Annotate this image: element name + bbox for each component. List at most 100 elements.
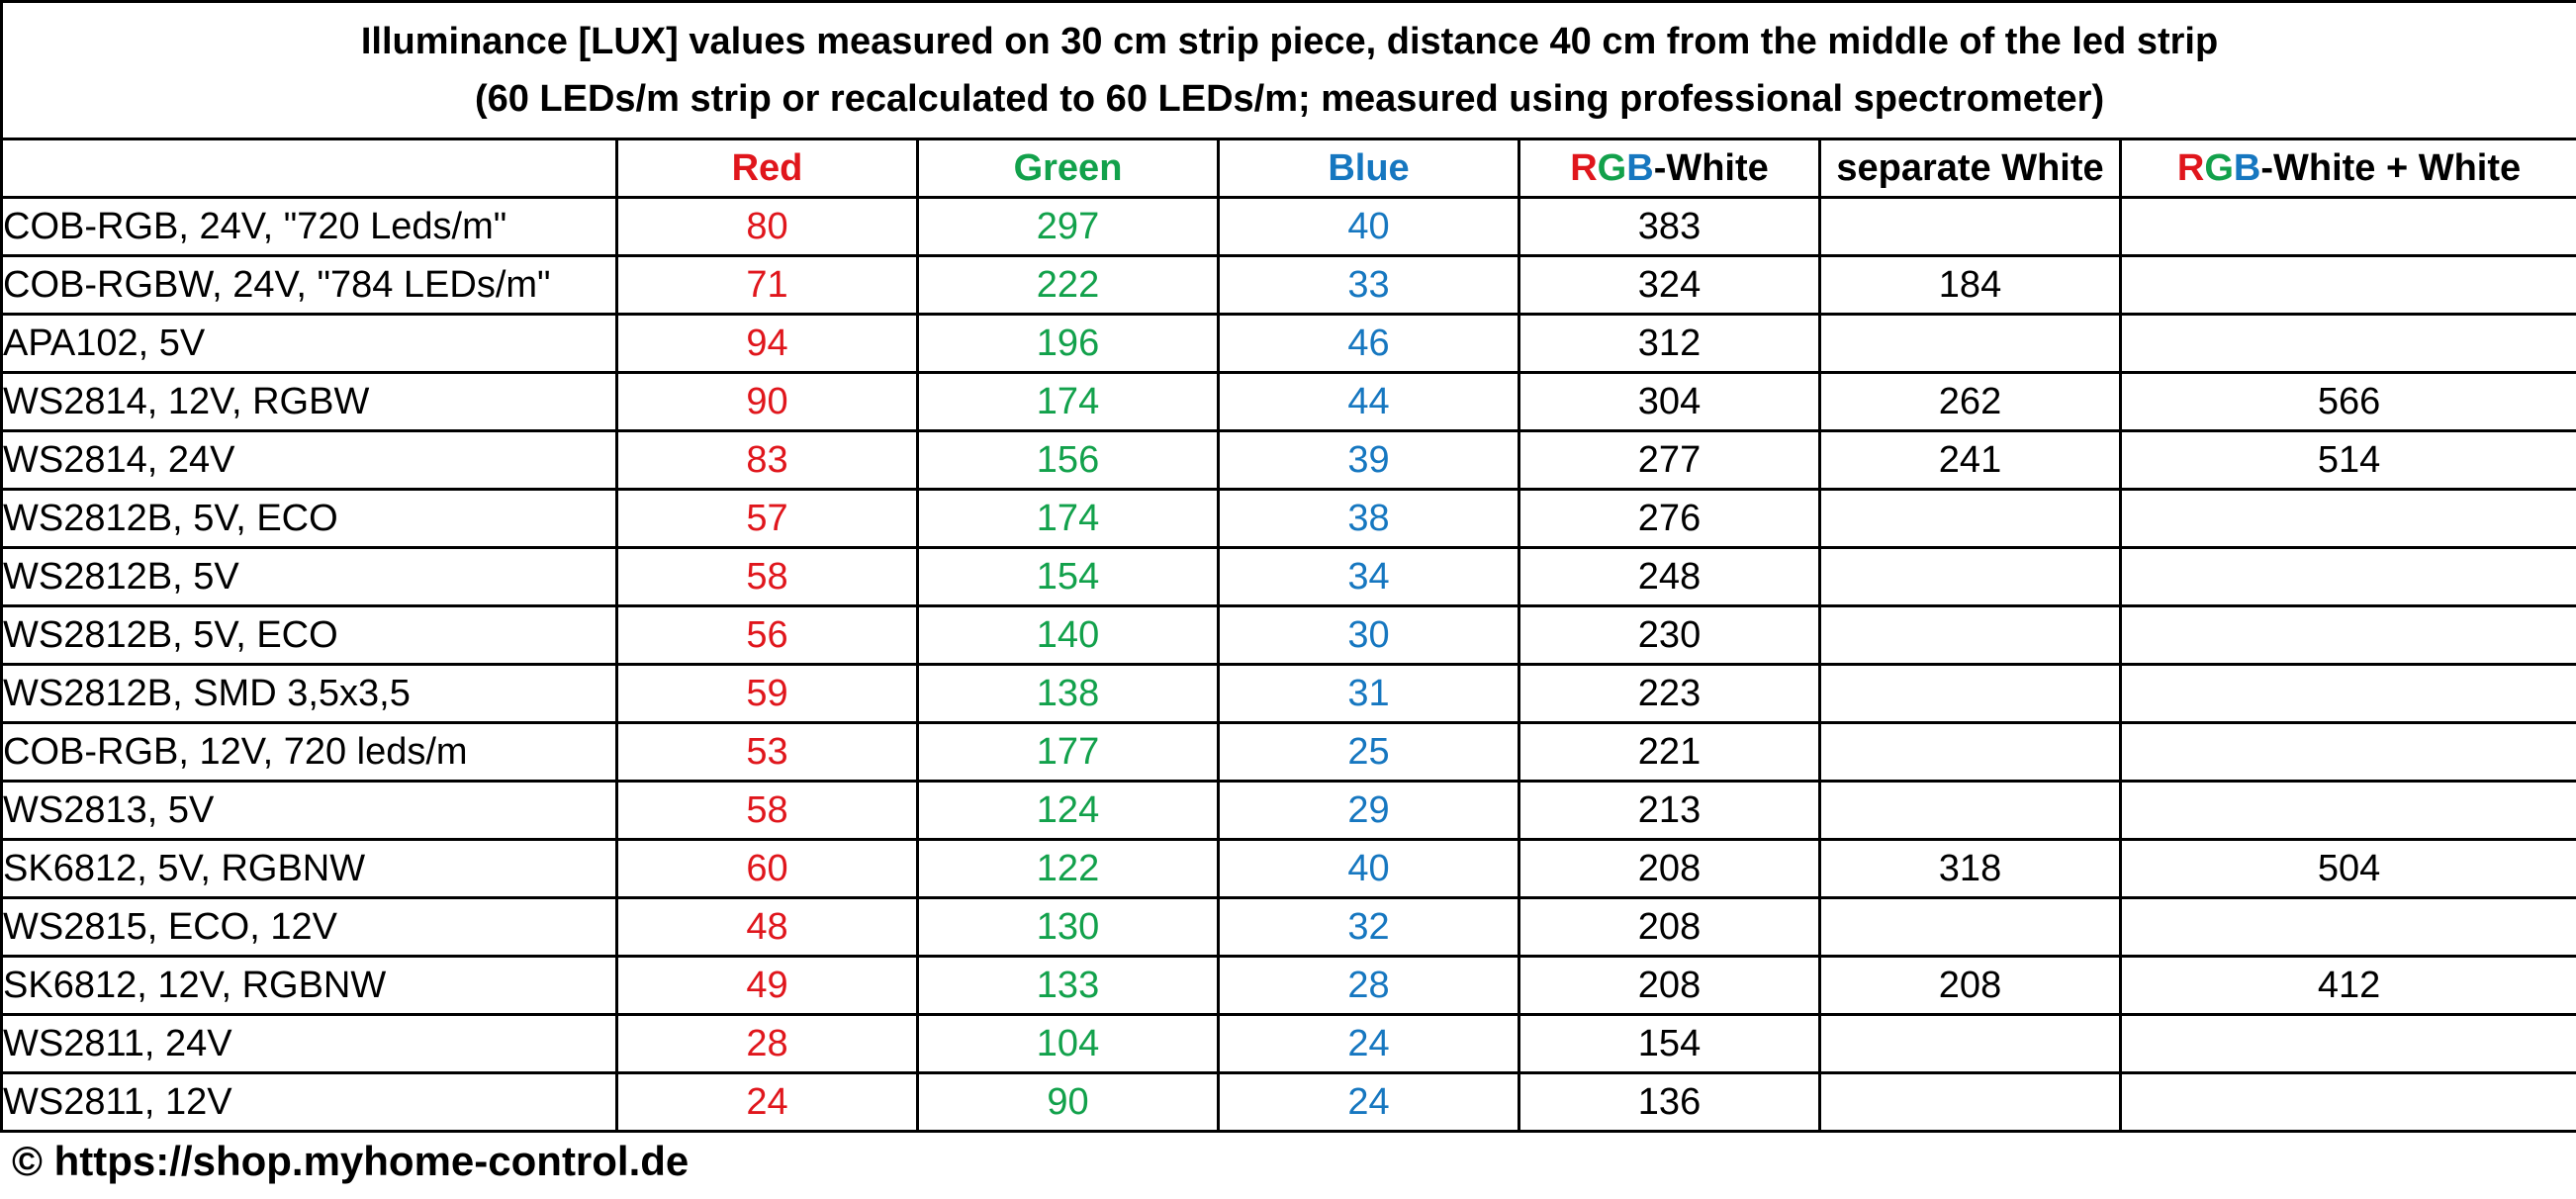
copyright-footer: © https://shop.myhome-control.de <box>12 1138 690 1184</box>
red-value-cell: 49 <box>615 955 919 1016</box>
separate-white-value-cell <box>1818 780 2122 841</box>
lux-table: Illuminance [LUX] values measured on 30 … <box>0 0 2576 1133</box>
header-rgb-white-plus-white: RGB-White + White <box>2118 138 2576 199</box>
rgb-white-plus-white-value-cell <box>2118 1013 2576 1074</box>
strip-name-cell: WS2812B, 5V, ECO <box>0 488 618 549</box>
blue-value-cell: 32 <box>1217 896 1520 958</box>
table-row: WS2812B, 5V, ECO 56 140 30 230 <box>0 604 2576 666</box>
rgb-white-plus-white-value-cell <box>2118 1071 2576 1133</box>
red-value-cell: 24 <box>615 1071 919 1133</box>
header-rgb-white-suffix: -White <box>1653 146 1769 189</box>
red-value-cell: 59 <box>615 663 919 724</box>
header-green: Green <box>916 138 1220 199</box>
rgb-white-value-cell: 276 <box>1518 488 1821 549</box>
green-value-cell: 177 <box>916 721 1220 783</box>
table-title: Illuminance [LUX] values measured on 30 … <box>0 0 2576 140</box>
blue-value-cell: 38 <box>1217 488 1520 549</box>
table-row: WS2812B, 5V 58 154 34 248 <box>0 546 2576 607</box>
rgb-white-plus-white-value-cell <box>2118 663 2576 724</box>
rgb-white-value-cell: 208 <box>1518 896 1821 958</box>
green-value-cell: 156 <box>916 429 1220 491</box>
rgb-white-value-cell: 136 <box>1518 1071 1821 1133</box>
title-line-2: (60 LEDs/m strip or recalculated to 60 L… <box>474 78 2105 120</box>
rgb-white-plus-white-value-cell <box>2118 721 2576 783</box>
separate-white-value-cell <box>1818 1071 2122 1133</box>
strip-name-cell: COB-RGBW, 24V, "784 LEDs/m" <box>0 254 618 316</box>
blue-value-cell: 25 <box>1217 721 1520 783</box>
rgb-white-plus-white-value-cell <box>2118 780 2576 841</box>
green-value-cell: 154 <box>916 546 1220 607</box>
strip-name-cell: APA102, 5V <box>0 313 618 374</box>
header-row: Red Green Blue RGB-White separate White … <box>0 138 2576 199</box>
blue-value-cell: 24 <box>1217 1013 1520 1074</box>
blue-value-cell: 46 <box>1217 313 1520 374</box>
header-rgbww-b: B <box>2233 146 2261 189</box>
rgb-white-value-cell: 230 <box>1518 604 1821 666</box>
rgb-white-plus-white-value-cell <box>2118 196 2576 257</box>
header-separate-white: separate White <box>1818 138 2122 199</box>
table-row: WS2811, 12V 24 90 24 136 <box>0 1071 2576 1133</box>
red-value-cell: 58 <box>615 546 919 607</box>
strip-name-cell: WS2814, 24V <box>0 429 618 491</box>
red-value-cell: 48 <box>615 896 919 958</box>
red-value-cell: 80 <box>615 196 919 257</box>
table-row: WS2812B, 5V, ECO 57 174 38 276 <box>0 488 2576 549</box>
table-row: COB-RGB, 24V, "720 Leds/m" 80 297 40 383 <box>0 196 2576 257</box>
red-value-cell: 56 <box>615 604 919 666</box>
rgb-white-plus-white-value-cell <box>2118 896 2576 958</box>
separate-white-value-cell: 318 <box>1818 838 2122 899</box>
table-row: SK6812, 12V, RGBNW 49 133 28 208 208 412 <box>0 955 2576 1016</box>
rgb-white-value-cell: 221 <box>1518 721 1821 783</box>
green-value-cell: 196 <box>916 313 1220 374</box>
strip-name-cell: SK6812, 12V, RGBNW <box>0 955 618 1016</box>
blue-value-cell: 44 <box>1217 371 1520 432</box>
green-value-cell: 174 <box>916 488 1220 549</box>
green-value-cell: 133 <box>916 955 1220 1016</box>
strip-name-cell: COB-RGB, 24V, "720 Leds/m" <box>0 196 618 257</box>
header-empty <box>0 138 618 199</box>
blue-value-cell: 29 <box>1217 780 1520 841</box>
green-value-cell: 140 <box>916 604 1220 666</box>
strip-name-cell: COB-RGB, 12V, 720 leds/m <box>0 721 618 783</box>
table-row: WS2814, 24V 83 156 39 277 241 514 <box>0 429 2576 491</box>
strip-name-cell: WS2812B, SMD 3,5x3,5 <box>0 663 618 724</box>
header-rgb-white: RGB-White <box>1518 138 1821 199</box>
green-value-cell: 297 <box>916 196 1220 257</box>
table-row: APA102, 5V 94 196 46 312 <box>0 313 2576 374</box>
header-rgb-white-r: R <box>1570 146 1598 189</box>
strip-name-cell: WS2814, 12V, RGBW <box>0 371 618 432</box>
rgb-white-value-cell: 248 <box>1518 546 1821 607</box>
title-line-1: Illuminance [LUX] values measured on 30 … <box>360 21 2219 62</box>
rgb-white-plus-white-value-cell <box>2118 488 2576 549</box>
header-red: Red <box>615 138 919 199</box>
header-rgbww-suffix: -White + White <box>2260 146 2522 189</box>
separate-white-value-cell <box>1818 488 2122 549</box>
blue-value-cell: 31 <box>1217 663 1520 724</box>
strip-name-cell: SK6812, 5V, RGBNW <box>0 838 618 899</box>
separate-white-value-cell: 184 <box>1818 254 2122 316</box>
header-rgb-white-b: B <box>1626 146 1654 189</box>
separate-white-value-cell <box>1818 663 2122 724</box>
red-value-cell: 60 <box>615 838 919 899</box>
red-value-cell: 53 <box>615 721 919 783</box>
strip-name-cell: WS2811, 12V <box>0 1071 618 1133</box>
green-value-cell: 130 <box>916 896 1220 958</box>
table-row: WS2812B, SMD 3,5x3,5 59 138 31 223 <box>0 663 2576 724</box>
table-row: SK6812, 5V, RGBNW 60 122 40 208 318 504 <box>0 838 2576 899</box>
green-value-cell: 174 <box>916 371 1220 432</box>
green-value-cell: 222 <box>916 254 1220 316</box>
header-blue: Blue <box>1217 138 1520 199</box>
header-rgbww-g: G <box>2204 146 2234 189</box>
rgb-white-plus-white-value-cell <box>2118 604 2576 666</box>
rgb-white-plus-white-value-cell: 412 <box>2118 955 2576 1016</box>
blue-value-cell: 40 <box>1217 196 1520 257</box>
blue-value-cell: 34 <box>1217 546 1520 607</box>
separate-white-value-cell <box>1818 896 2122 958</box>
rgb-white-value-cell: 208 <box>1518 955 1821 1016</box>
blue-value-cell: 30 <box>1217 604 1520 666</box>
blue-value-cell: 40 <box>1217 838 1520 899</box>
header-rgb-white-g: G <box>1597 146 1627 189</box>
blue-value-cell: 39 <box>1217 429 1520 491</box>
separate-white-value-cell <box>1818 1013 2122 1074</box>
rgb-white-value-cell: 277 <box>1518 429 1821 491</box>
